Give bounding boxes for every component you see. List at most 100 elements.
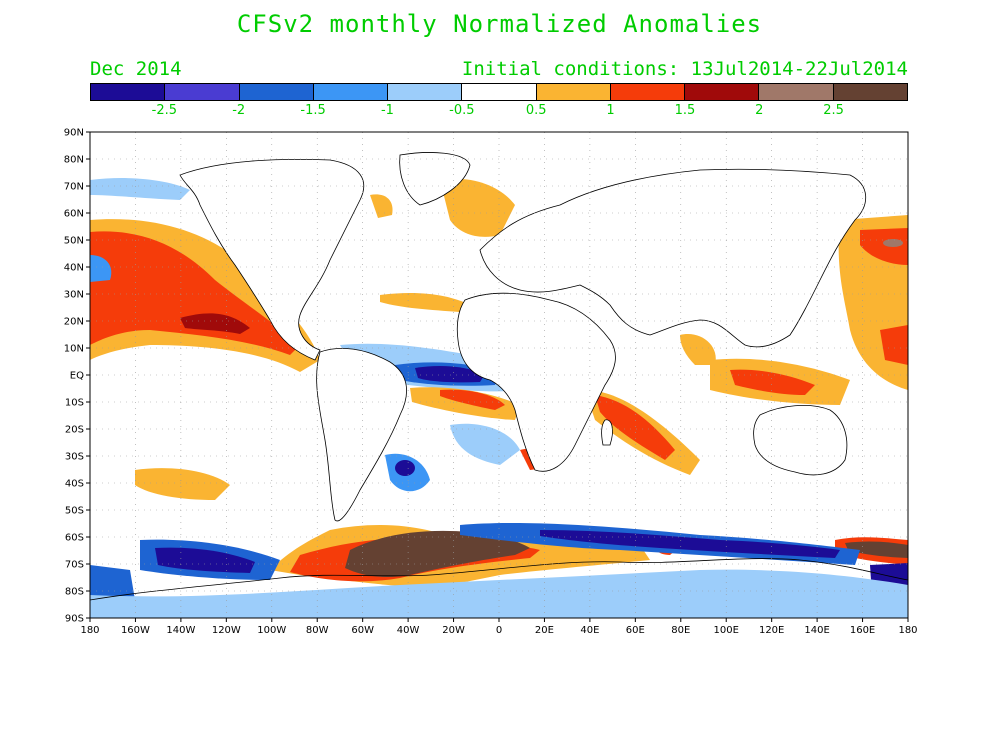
longitude-tick-label: 80W	[306, 625, 329, 636]
latitude-tick-label: 50N	[64, 236, 84, 247]
latitude-tick-label: 30S	[65, 452, 84, 463]
longitude-tick-label: 0	[496, 625, 502, 636]
latitude-tick-label: 10N	[64, 344, 84, 355]
continent-antarctica	[90, 558, 908, 618]
island-madagascar	[601, 419, 613, 446]
latitude-tick-label: 60S	[65, 533, 84, 544]
anomaly-region	[180, 313, 250, 334]
longitude-tick-label: 20E	[535, 625, 554, 636]
longitude-tick-label: 120E	[759, 625, 784, 636]
latitude-tick-label: 90S	[65, 614, 84, 625]
anomaly-region	[395, 460, 415, 476]
longitude-tick-label: 140E	[804, 625, 829, 636]
anomaly-region	[440, 389, 505, 410]
anomaly-region	[860, 228, 908, 265]
longitude-tick-label: 160W	[121, 625, 150, 636]
colorbar-label: 0.5	[525, 103, 547, 118]
colorbar-segment	[388, 84, 463, 100]
longitude-tick-label: 100W	[257, 625, 286, 636]
colorbar-labels: -2.5 -2 -1.5 -1 -0.5 0.5 1 1.5 2 2.5	[90, 103, 908, 121]
colorbar-label: -2.5	[151, 103, 178, 118]
anomaly-region	[883, 239, 903, 247]
anomaly-region	[410, 387, 520, 420]
latitude-tick-label: 90N	[64, 128, 84, 139]
longitude-tick-label: 20W	[442, 625, 465, 636]
colorbar-label: 1	[606, 103, 615, 118]
latitude-tick-label: 60N	[64, 209, 84, 220]
latitude-tick-label: EQ	[70, 371, 84, 382]
colorbar-segment	[610, 84, 686, 100]
anomaly-region	[90, 569, 908, 618]
colorbar-segment	[462, 84, 537, 100]
colorbar-label: 1.5	[674, 103, 696, 118]
colorbar-label: 2	[755, 103, 764, 118]
longitude-tick-label: 100E	[714, 625, 739, 636]
latitude-tick-label: 70N	[64, 182, 84, 193]
longitude-tick-label: 60E	[626, 625, 645, 636]
colorbar-label: -1	[380, 103, 394, 118]
anomaly-region	[155, 547, 255, 573]
longitude-tick-label: 160E	[850, 625, 875, 636]
anomaly-region	[380, 293, 470, 312]
continent-north-america	[179, 158, 365, 361]
anomaly-region	[415, 366, 485, 383]
colorbar-segment	[833, 84, 907, 100]
latitude-tick-label: 40N	[64, 263, 84, 274]
anomaly-region	[370, 194, 393, 218]
anomaly-region	[90, 255, 112, 282]
latitude-tick-label: 10S	[65, 398, 84, 409]
colorbar-segment	[91, 84, 166, 100]
latitude-tick-label: 50S	[65, 506, 84, 517]
longitude-tick-label: 180	[80, 625, 99, 636]
anomaly-region	[845, 541, 908, 558]
colorbar-segment	[536, 84, 611, 100]
latitude-tick-label: 70S	[65, 560, 84, 571]
colorbar-segment	[313, 84, 389, 100]
longitude-tick-label: 40W	[397, 625, 420, 636]
colorbar-label: -0.5	[449, 103, 475, 118]
latitude-tick-label: 20N	[64, 317, 84, 328]
anomaly-region	[680, 334, 716, 365]
anomaly-region	[595, 395, 675, 460]
anomaly-region	[440, 178, 515, 237]
longitude-tick-label: 40E	[580, 625, 599, 636]
latitude-tick-label: 20S	[65, 425, 84, 436]
continent-africa	[456, 292, 616, 472]
longitude-tick-label: 120W	[212, 625, 241, 636]
continent-greenland	[399, 152, 471, 206]
anomaly-region	[90, 231, 300, 355]
latitude-tick-label: 40S	[65, 479, 84, 490]
anomaly-fields	[90, 177, 908, 618]
latitude-tick-label: 80S	[65, 587, 84, 598]
anomaly-region	[90, 178, 190, 200]
colorbar-segment	[239, 84, 314, 100]
continent-south-america	[316, 347, 407, 522]
longitude-tick-label: 80E	[671, 625, 690, 636]
colorbar-segment	[165, 84, 240, 100]
colorbar-segment	[759, 84, 834, 100]
initial-conditions-label: Initial conditions: 13Jul2014-22Jul2014	[461, 58, 908, 80]
colorbar-label: 2.5	[823, 103, 844, 118]
anomaly-region	[540, 530, 840, 558]
continent-eurasia	[479, 168, 867, 348]
continent-outlines	[90, 152, 908, 618]
anomaly-region	[880, 325, 908, 365]
colorbar-label: -2	[232, 103, 246, 118]
graticule	[90, 132, 908, 618]
longitude-tick-label: 60W	[351, 625, 374, 636]
latitude-axis: 90N 80N 70N 60N 50N 40N 30N 20N 10N EQ 10S 20S 30S 40…	[64, 128, 90, 625]
anomaly-region	[135, 468, 230, 500]
colorbar-segment	[685, 84, 760, 100]
chart-title: CFSv2 monthly Normalized Anomalies	[236, 10, 763, 38]
anomaly-region	[450, 423, 520, 465]
longitude-tick-label: 180	[898, 625, 917, 636]
latitude-tick-label: 30N	[64, 290, 84, 301]
month-label: Dec 2014	[90, 58, 182, 80]
anomaly-region	[345, 530, 530, 578]
colorbar-label: -1.5	[300, 103, 326, 118]
colorbar	[90, 83, 908, 101]
longitude-tick-label: 140W	[166, 625, 195, 636]
anomaly-region	[730, 369, 815, 395]
longitude-axis: 180 160W 140W 120W 100W 80W 60W 40W 20W 0 20E 40E 60…	[80, 618, 918, 636]
